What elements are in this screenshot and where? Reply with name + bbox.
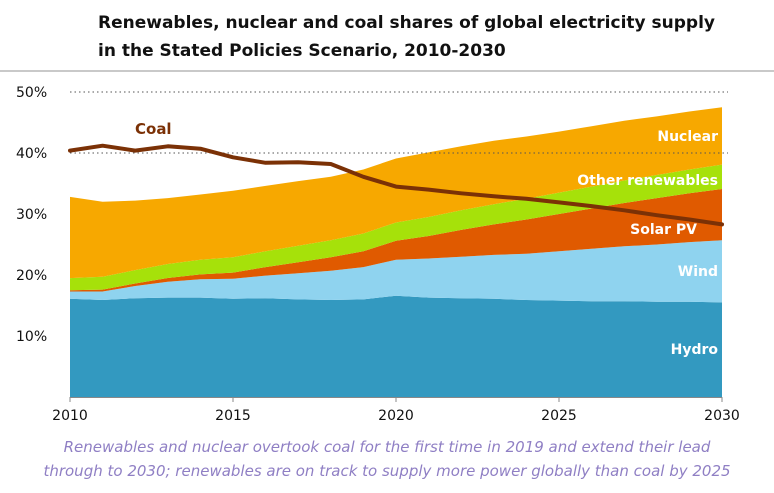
x-tick-label-2030: 2030 xyxy=(704,408,740,424)
label-wind: Wind xyxy=(678,264,718,280)
chart-title-line-1: Renewables, nuclear and coal shares of g… xyxy=(98,13,715,33)
chart-caption: Renewables and nuclear overtook coal for… xyxy=(0,435,774,483)
label-solar-pv: Solar PV xyxy=(630,222,697,238)
y-tick-label-10: 10% xyxy=(16,329,47,345)
x-axis: 2010 2015 2020 2025 2030 xyxy=(52,397,740,424)
area-other-renewables xyxy=(70,164,722,291)
series-labels: Nuclear Other renewables Solar PV Wind H… xyxy=(135,120,718,358)
label-coal: Coal xyxy=(135,120,172,138)
chart-title: Renewables, nuclear and coal shares of g… xyxy=(98,9,738,65)
area-hydro xyxy=(70,295,722,397)
coal-line-layer xyxy=(68,143,724,227)
label-nuclear: Nuclear xyxy=(657,129,718,145)
stacked-area-chart: 10% 20% 30% 40% 50% 2010 2015 2020 2025 2030 Nuc… xyxy=(16,85,740,424)
area-nuclear xyxy=(70,107,722,279)
y-axis: 10% 20% 30% 40% 50% xyxy=(16,85,47,345)
x-tick-label-2020: 2020 xyxy=(378,408,414,424)
x-tick-label-2010: 2010 xyxy=(52,408,88,424)
label-hydro: Hydro xyxy=(671,342,719,358)
gridlines xyxy=(70,91,728,154)
y-tick-label-20: 20% xyxy=(16,268,47,284)
x-tick-label-2015: 2015 xyxy=(215,408,251,424)
area-solar-pv xyxy=(70,189,722,292)
title-divider xyxy=(0,70,774,72)
y-tick-label-40: 40% xyxy=(16,146,47,162)
line-coal xyxy=(68,143,724,227)
y-tick-label-50: 50% xyxy=(16,85,47,101)
caption-line-1: Renewables and nuclear overtook coal for… xyxy=(63,438,711,456)
caption-line-2: through to 2030; renewables are on track… xyxy=(43,462,731,480)
area-wind xyxy=(70,240,722,303)
y-tick-label-30: 30% xyxy=(16,207,47,223)
chart-title-line-2: in the Stated Policies Scenario, 2010-20… xyxy=(98,41,506,61)
area-layer xyxy=(70,107,722,397)
label-other-renewables: Other renewables xyxy=(577,173,718,189)
x-tick-label-2025: 2025 xyxy=(541,408,577,424)
